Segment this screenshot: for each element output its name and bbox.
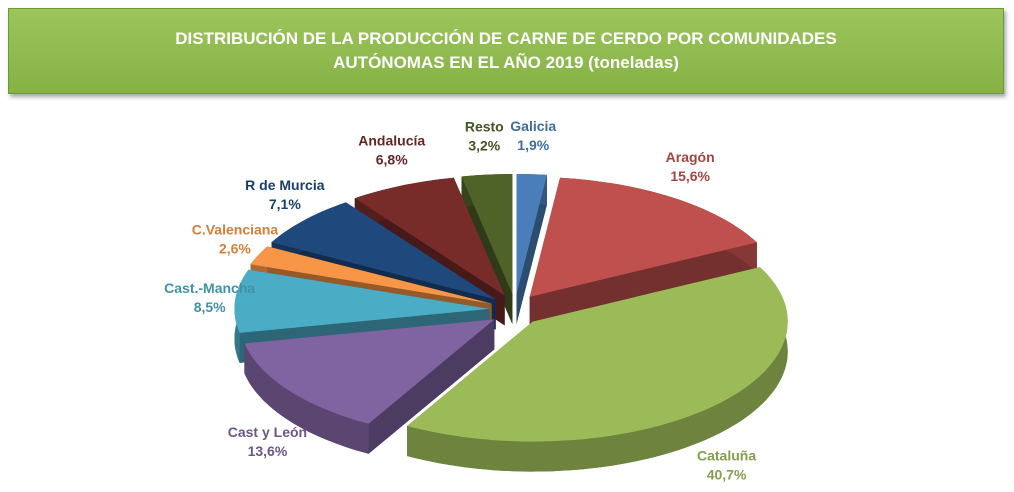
slice-label: Resto: [465, 119, 504, 135]
title-banner: DISTRIBUCIÓN DE LA PRODUCCIÓN DE CARNE D…: [8, 8, 1004, 94]
slice-value-label: 15,6%: [670, 168, 710, 184]
slice-wall: [368, 319, 495, 454]
slice-value-label: 3,2%: [468, 138, 500, 154]
slice-side: [244, 343, 369, 454]
slice: [529, 177, 757, 297]
slice-label: R de Murcia: [245, 177, 325, 193]
slice-value-label: 1,9%: [517, 137, 549, 153]
slice: [244, 319, 495, 424]
slice-value-label: 6,8%: [376, 151, 408, 167]
slice-value-label: 40,7%: [707, 466, 747, 482]
slice-label: Cataluña: [697, 447, 756, 463]
slice-label: Cast y León: [228, 424, 307, 440]
slice: [516, 174, 547, 294]
slice-label: Aragón: [666, 149, 715, 165]
slice: [461, 174, 513, 295]
slice: [234, 269, 490, 333]
slice-value-label: 2,6%: [219, 241, 251, 257]
slice-wall: [516, 174, 547, 324]
slice-label: Cast.-Mancha: [164, 280, 255, 296]
slice: [250, 246, 492, 304]
slice-label: C.Valenciana: [192, 222, 279, 238]
chart-title: DISTRIBUCIÓN DE LA PRODUCCIÓN DE CARNE D…: [175, 29, 837, 72]
slice: [407, 267, 788, 442]
slice-wall: [529, 242, 757, 327]
slice-side: [407, 267, 788, 472]
slice-label: Andalucía: [358, 132, 425, 148]
slice-value-label: 7,1%: [269, 196, 301, 212]
slice: [354, 177, 505, 296]
slice-value-label: 8,5%: [194, 299, 226, 315]
slice: [271, 202, 496, 300]
slice-label: Galicia: [510, 118, 556, 134]
slice-value-label: 13,6%: [248, 443, 288, 459]
